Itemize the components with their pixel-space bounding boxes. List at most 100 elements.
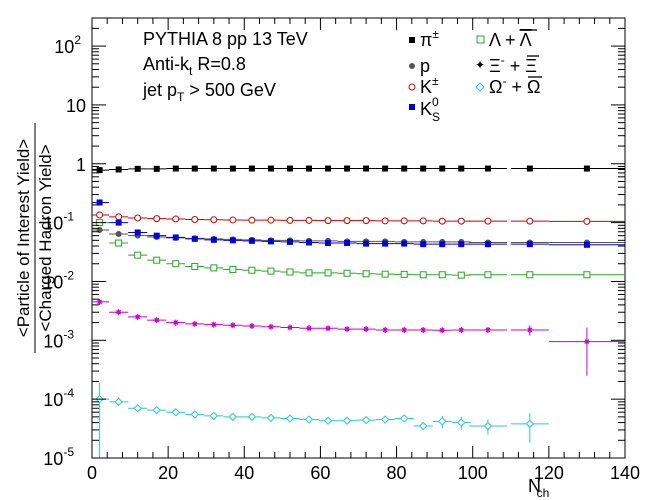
point-pi [191,165,198,172]
y-tick-label: 1 [76,155,86,175]
plot-frame [91,17,626,459]
point-Xi [439,327,446,334]
point-Xi [382,326,389,333]
point-K0 [484,241,491,248]
point-Lambda [438,271,446,279]
point-K0 [153,232,160,239]
point-Omega [171,408,180,417]
point-pi [344,165,351,172]
point-K0 [229,237,236,244]
legend-entry-Xi: ✦ Ξ- + Ξ [475,53,539,76]
point-pi [484,165,491,172]
x-tick-label: 120 [534,463,564,483]
point-Xi [306,325,313,332]
point-Xi [229,322,236,329]
point-K [583,217,591,225]
point-pi [115,166,122,173]
point-pi [153,165,160,172]
series-Lambda [92,219,625,279]
point-pi [134,165,141,172]
point-K0 [420,241,427,248]
legend-entry-K0: K0 S [409,95,440,124]
x-axis-label: Nj ch [528,468,549,500]
point-pi [229,165,236,172]
point-pi [420,165,427,172]
point-p [115,231,122,238]
point-Omega [457,418,466,427]
legend-marker-p [409,63,415,69]
point-Omega [304,415,314,424]
y-tick-label: 10-1 [43,210,74,234]
point-Omega [380,415,390,424]
point-K [172,215,180,223]
point-Xi [267,323,274,330]
point-K [526,217,534,225]
legend-entry-p: p [409,56,430,76]
legend-marker-pi [409,37,415,43]
x-tick-label: 140 [610,463,640,483]
annotation-line3: jet pT > 500 GeV [142,80,276,104]
legend-label-pi: π± [420,27,439,50]
point-Omega [342,416,352,425]
point-K0 [172,234,179,241]
legend: π± p K± K0 S Λ + Λ ✦ Ξ- + Ξ Ω- + Ω [408,27,542,124]
legend-entry-Lambda: Λ + Λ [476,29,537,50]
point-K [286,216,294,224]
point-Omega [114,397,123,407]
y-axis-label-denominator: <Charged Hadron Yield> [36,144,55,331]
y-tick-label: 10-4 [43,386,74,410]
y-tick-label: 10 [66,96,86,116]
point-K [484,217,492,225]
point-K [210,216,218,224]
point-Xi [344,326,351,333]
point-K0 [115,219,122,226]
point-K [153,215,161,223]
point-K [134,214,142,222]
point-Xi [325,325,332,332]
point-pi [363,165,370,172]
legend-label-p: p [420,56,430,76]
point-Xi [401,326,408,333]
point-Xi [191,320,198,327]
point-Xi [286,324,293,331]
x-tick-label: 100 [458,463,488,483]
point-pi [210,165,217,172]
point-K [343,217,351,225]
point-Omega [483,421,493,431]
y-axis-label-numerator: <Particle of Interest Yield> [14,139,33,338]
y-tick-label: 102 [54,33,81,57]
point-Xi [583,338,590,345]
point-pi [325,165,332,172]
point-K0 [583,241,590,248]
point-pi [583,165,590,172]
point-K0 [210,236,217,243]
point-K [362,217,370,225]
point-Lambda [210,264,218,272]
y-tick-label: 10-2 [43,268,74,292]
point-K [457,217,465,225]
point-Lambda [484,271,492,279]
legend-marker-Xi: ✦ [475,58,485,72]
point-K0 [191,235,198,242]
point-Omega [438,417,447,426]
y-tick-label: 10-3 [43,327,74,351]
point-K [229,216,237,224]
legend-label-K: K± [420,74,439,97]
point-Lambda [172,260,180,268]
series-p [92,226,625,246]
point-pi [382,165,389,172]
point-Omega [152,405,161,415]
axes-layer: 0 20 40 60 80 100 120 140 102 10 1 10-1 10-2 10-3 10-4… [43,18,640,483]
point-K [438,217,446,225]
point-Xi [134,313,141,320]
point-Lambda [229,265,237,273]
point-Lambda [267,267,275,275]
legend-entry-pi: π± [409,27,439,50]
point-Lambda [153,256,161,264]
x-tick-label: 40 [234,463,254,483]
point-Omega [247,412,257,422]
point-K0 [134,229,141,236]
point-K0 [267,238,274,245]
legend-marker-K0 [409,104,415,110]
